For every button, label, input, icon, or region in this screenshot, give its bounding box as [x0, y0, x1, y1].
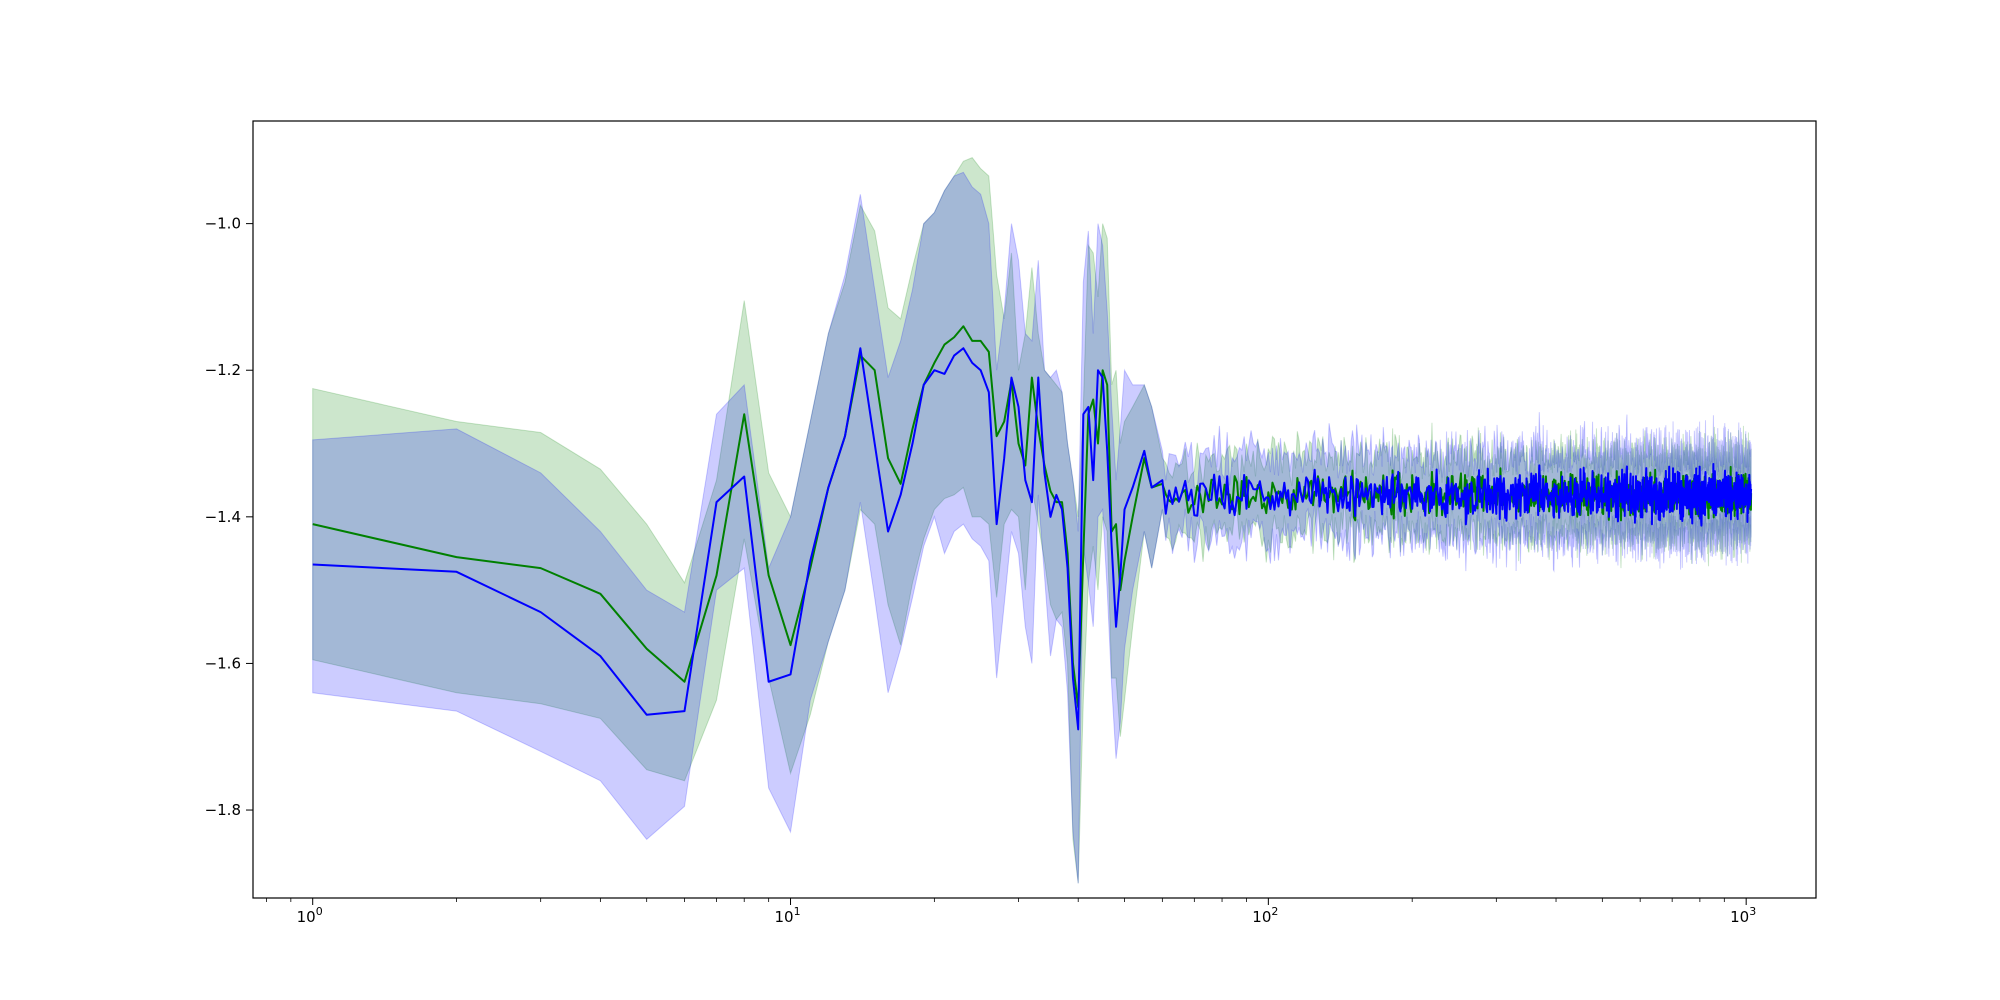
series-1-confidence-band	[312, 157, 1752, 884]
x-tick-label: 102	[1252, 905, 1278, 926]
x-axis: 100 101 102 103	[265, 898, 1756, 926]
plot-area	[312, 157, 1753, 884]
y-tick-label: −1.4	[205, 508, 241, 526]
x-tick-label: 103	[1730, 905, 1756, 926]
x-tick-label: 101	[774, 905, 800, 926]
y-tick-label: −1.6	[205, 654, 241, 672]
x-tick-label: 100	[297, 905, 323, 926]
y-tick-label: −1.0	[205, 215, 241, 233]
series-2-line	[312, 347, 1753, 731]
y-axis: −1.0 −1.2 −1.4 −1.6 −1.8	[205, 215, 253, 819]
y-tick-label: −1.2	[205, 361, 241, 379]
y-tick-label: −1.8	[205, 801, 241, 819]
axes-frame	[252, 120, 1817, 899]
series-2-confidence-band	[312, 171, 1752, 884]
